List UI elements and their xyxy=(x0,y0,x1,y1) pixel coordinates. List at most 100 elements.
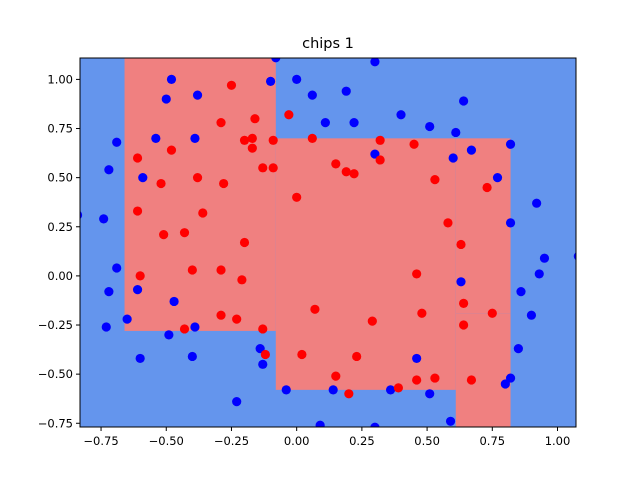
data-point-class-0 xyxy=(425,389,435,399)
data-point-class-0 xyxy=(190,322,200,332)
data-point-class-0 xyxy=(505,373,516,383)
data-point-class-0 xyxy=(122,314,132,324)
data-point-class-0 xyxy=(459,96,469,106)
data-point-class-0 xyxy=(370,149,380,159)
x-axis: −0.75 −0.50 −0.25 0.00 0.25 0.50 0.75 1.00 xyxy=(83,427,570,448)
data-point-class-1 xyxy=(456,239,466,250)
data-point-class-1 xyxy=(239,237,250,248)
data-point-class-1 xyxy=(219,178,229,189)
y-tick-label: 0.50 xyxy=(47,171,73,185)
x-tick-label: −0.25 xyxy=(214,434,249,448)
data-point-class-1 xyxy=(349,169,359,179)
data-point-class-1 xyxy=(430,373,440,383)
data-points xyxy=(80,58,576,427)
data-point-class-1 xyxy=(344,389,354,399)
data-point-class-0 xyxy=(161,94,171,104)
decision-region-class-1 xyxy=(455,313,511,427)
data-point-class-0 xyxy=(104,287,114,297)
data-point-class-1 xyxy=(260,349,270,360)
data-point-class-0 xyxy=(505,139,516,149)
data-point-class-0 xyxy=(349,118,359,128)
data-point-class-1 xyxy=(216,265,226,275)
data-point-class-0 xyxy=(513,343,523,354)
data-point-class-1 xyxy=(268,163,278,173)
data-point-class-0 xyxy=(492,173,503,183)
data-point-class-0 xyxy=(505,218,516,228)
data-point-class-1 xyxy=(179,228,190,238)
data-point-class-1 xyxy=(268,135,278,145)
y-tick-label: −0.75 xyxy=(38,416,73,430)
y-tick-label: −0.25 xyxy=(38,318,73,332)
data-point-class-0 xyxy=(112,263,122,273)
data-point-class-0 xyxy=(258,359,268,369)
data-point-class-1 xyxy=(307,133,317,143)
data-point-class-0 xyxy=(135,353,145,364)
data-point-class-0 xyxy=(307,90,317,100)
data-point-class-0 xyxy=(341,86,351,96)
data-point-class-0 xyxy=(396,110,406,120)
data-point-class-1 xyxy=(352,351,362,362)
data-point-class-0 xyxy=(112,137,122,147)
data-point-class-0 xyxy=(138,173,148,183)
data-point-class-0 xyxy=(190,133,200,143)
y-axis: −0.75 −0.50 −0.25 0.00 0.25 0.50 0.75 1.00 xyxy=(38,72,80,430)
data-point-class-0 xyxy=(80,211,83,219)
y-tick-label: 1.00 xyxy=(47,72,73,86)
data-point-class-0 xyxy=(101,322,111,332)
data-point-class-1 xyxy=(412,375,422,385)
data-point-class-0 xyxy=(385,385,396,395)
data-point-class-1 xyxy=(393,383,403,393)
data-point-class-0 xyxy=(526,310,537,320)
data-point-class-1 xyxy=(247,133,257,143)
data-point-class-1 xyxy=(417,308,427,318)
chart-title: chips 1 xyxy=(302,36,354,52)
data-point-class-0 xyxy=(132,285,143,295)
data-point-class-1 xyxy=(284,110,294,120)
data-point-class-1 xyxy=(331,159,341,169)
data-point-class-0 xyxy=(445,416,456,426)
data-point-class-1 xyxy=(487,308,497,318)
data-point-class-0 xyxy=(456,277,466,287)
data-point-class-1 xyxy=(258,163,268,173)
data-point-class-0 xyxy=(573,252,576,261)
data-point-class-0 xyxy=(104,165,114,175)
data-point-class-0 xyxy=(320,118,330,128)
data-point-class-1 xyxy=(459,320,469,330)
data-point-class-1 xyxy=(297,349,307,360)
data-point-class-1 xyxy=(292,192,302,202)
data-point-class-0 xyxy=(292,74,302,84)
y-tick-label: 0.75 xyxy=(47,122,73,136)
data-point-class-1 xyxy=(310,304,320,314)
data-point-class-1 xyxy=(239,135,250,145)
data-point-class-0 xyxy=(328,385,338,395)
data-point-class-1 xyxy=(331,371,341,381)
data-point-class-0 xyxy=(534,269,544,279)
data-point-class-1 xyxy=(135,271,145,281)
data-point-class-1 xyxy=(459,298,469,309)
x-tick-label: −0.50 xyxy=(149,434,184,448)
x-tick-label: 1.00 xyxy=(545,434,571,448)
data-point-class-1 xyxy=(187,265,197,275)
data-point-class-0 xyxy=(151,133,161,143)
data-point-class-0 xyxy=(315,420,325,427)
decision-region-class-1 xyxy=(124,58,276,331)
data-point-class-1 xyxy=(443,218,453,228)
data-point-class-1 xyxy=(367,316,377,326)
x-tick-label: 0.00 xyxy=(284,434,310,448)
data-point-class-1 xyxy=(250,114,260,124)
data-point-class-0 xyxy=(370,422,380,427)
data-point-class-0 xyxy=(169,296,179,307)
data-point-class-1 xyxy=(216,118,226,128)
x-tick-label: 0.25 xyxy=(349,434,375,448)
data-point-class-1 xyxy=(159,230,169,240)
data-point-class-1 xyxy=(156,178,166,189)
data-point-class-1 xyxy=(375,155,385,165)
data-point-class-0 xyxy=(451,127,461,138)
data-point-class-1 xyxy=(132,206,143,216)
y-tick-label: 0.25 xyxy=(47,220,73,234)
data-point-class-1 xyxy=(430,175,440,185)
data-point-class-1 xyxy=(412,269,422,279)
data-point-class-0 xyxy=(370,58,380,67)
data-point-class-1 xyxy=(247,143,257,153)
x-tick-label: 0.75 xyxy=(479,434,505,448)
